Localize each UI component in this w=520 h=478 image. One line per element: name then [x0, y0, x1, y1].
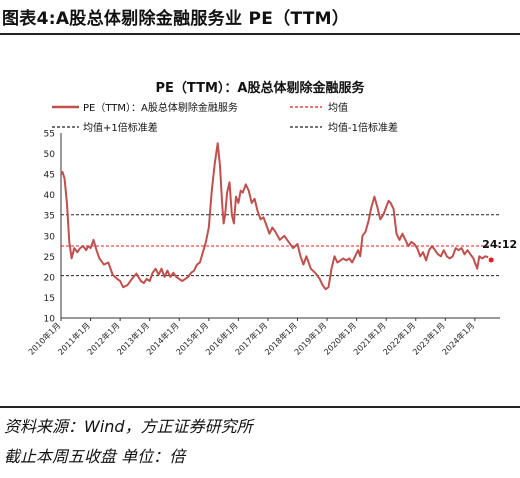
y-tick-label-15: 15 — [44, 294, 55, 304]
y-tick-label-50: 50 — [44, 150, 56, 160]
source-note: 资料来源：Wind，方正证券研究所 — [4, 417, 253, 436]
legend-label-mean: 均值 — [328, 101, 348, 114]
legend: PE（TTM）：A股总体剔除金融服务 均值 均值+1倍标准差 均值-1倍标准差 — [52, 101, 398, 134]
figure-title: 图表4:A股总体剔除金融服务业 PE（TTM） — [2, 9, 350, 29]
title-rule — [0, 33, 520, 35]
y-tick-label-25: 25 — [44, 253, 55, 263]
chart-title: PE（TTM）：A股总体剔除金融服务 — [156, 80, 366, 96]
last-value-label: 24:12 — [482, 238, 517, 251]
axes: 101520253035404550552010年1月2011年1月2012年1… — [26, 130, 500, 357]
legend-label-plus1sd: 均值+1倍标准差 — [83, 121, 158, 134]
y-tick-label-45: 45 — [44, 171, 55, 181]
y-tick-label-30: 30 — [44, 232, 56, 242]
pe-series-line — [60, 142, 489, 291]
plot-area — [60, 142, 489, 291]
y-tick-label-55: 55 — [44, 130, 55, 140]
y-tick-label-35: 35 — [44, 212, 55, 222]
pe-line-chart: PE（TTM）：A股总体剔除金融服务 PE（TTM）：A股总体剔除金融服务 均值… — [26, 80, 517, 357]
y-tick-label-20: 20 — [44, 273, 56, 283]
footer-rule — [0, 406, 520, 408]
y-tick-label-10: 10 — [44, 315, 56, 325]
x-tick-label: 2024年1月 — [440, 320, 476, 356]
legend-label-minus1sd: 均值-1倍标准差 — [328, 121, 398, 134]
reference-lines — [61, 214, 500, 277]
y-tick-label-40: 40 — [44, 191, 56, 201]
last-value-marker — [488, 257, 494, 263]
annotations: 24:12 — [482, 238, 517, 263]
unit-note: 截止本周五收盘 单位：倍 — [4, 447, 186, 466]
legend-label-pe: PE（TTM）：A股总体剔除金融服务 — [83, 101, 238, 114]
